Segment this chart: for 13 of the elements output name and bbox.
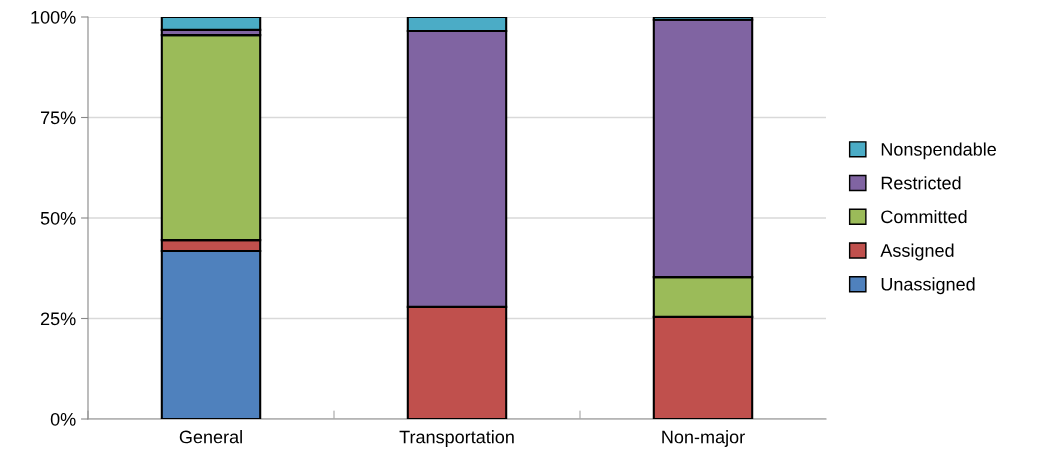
y-tick-label: 0% (50, 412, 76, 426)
x-tick-label: General (179, 430, 242, 444)
legend-label: Committed (881, 209, 967, 224)
y-tick-label: 100% (31, 10, 76, 24)
y-tick-label: 25% (40, 312, 76, 326)
y-tick-label: 75% (40, 111, 76, 125)
legend-label: Assigned (880, 243, 954, 261)
legend-label: Restricted (881, 176, 961, 190)
legend-label: Unassigned (881, 277, 975, 295)
x-tick-label: Non-major (662, 430, 745, 447)
y-tick-label: 50% (40, 211, 76, 225)
x-tick-label: Transportation (399, 430, 514, 447)
legend-label: Nonspendable (881, 142, 996, 160)
